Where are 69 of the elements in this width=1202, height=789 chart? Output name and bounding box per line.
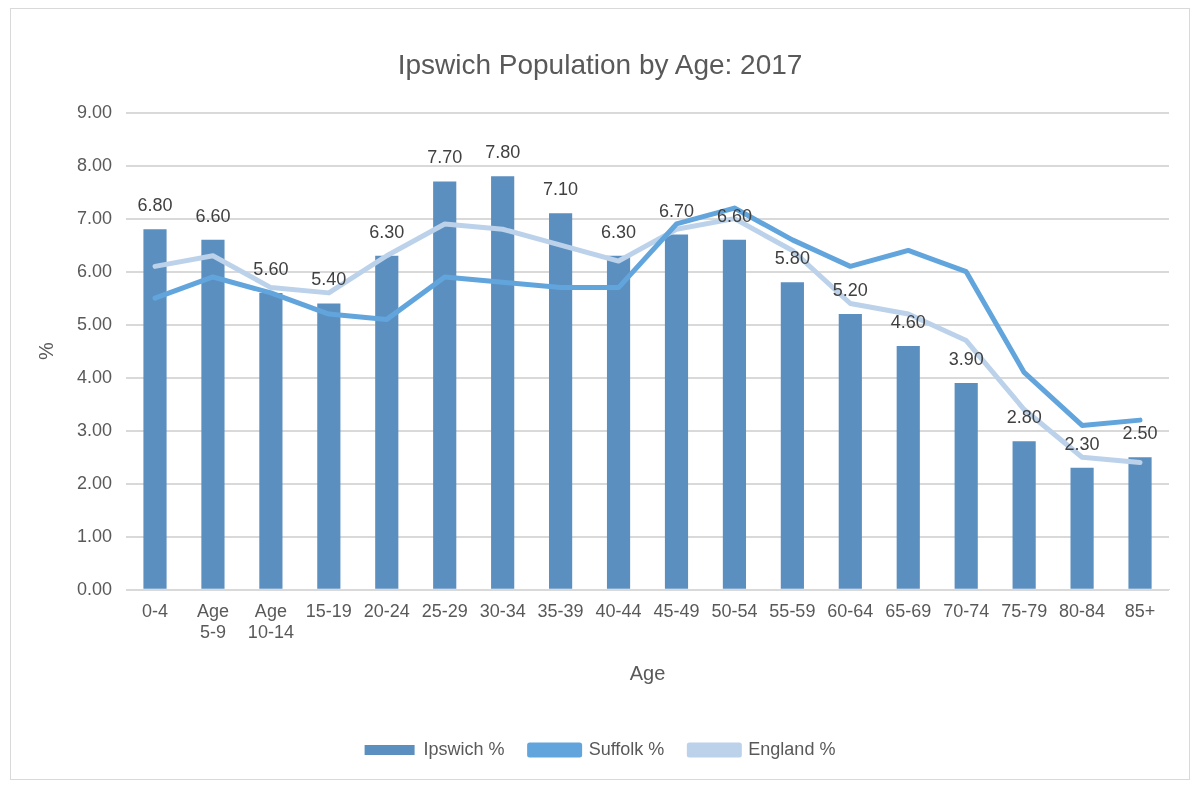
bar <box>259 292 283 589</box>
y-tick-label: 0.00 <box>76 578 113 599</box>
bar <box>1012 441 1036 589</box>
x-tick-label: 80-84 <box>1059 600 1106 621</box>
x-tick-label: 45-49 <box>653 600 700 621</box>
bar <box>201 239 225 589</box>
x-tick-label: Age 10-14 <box>247 600 294 643</box>
x-tick-label: 25-29 <box>421 600 468 621</box>
bar <box>664 234 689 589</box>
bar <box>896 345 920 589</box>
data-label: 6.70 <box>658 200 695 221</box>
bar <box>780 282 804 589</box>
bar <box>549 213 573 589</box>
x-axis-title: Age <box>629 661 666 684</box>
x-tick-label: 55-59 <box>769 600 816 621</box>
legend-label: Suffolk % <box>588 738 665 759</box>
y-tick-label: 6.00 <box>76 260 113 281</box>
x-tick-label: 60-64 <box>827 600 874 621</box>
y-tick-label: 2.00 <box>76 472 113 493</box>
legend-label: Ipswich % <box>423 738 505 759</box>
bar <box>491 176 515 589</box>
data-label: 7.70 <box>427 147 463 168</box>
bar <box>954 383 978 589</box>
data-label: 5.60 <box>253 258 289 279</box>
y-tick-label: 4.00 <box>76 366 113 387</box>
data-label: 6.80 <box>137 195 173 216</box>
x-tick-label: 75-79 <box>1001 600 1048 621</box>
bar <box>722 239 747 589</box>
data-label: 5.20 <box>832 280 868 301</box>
data-label: 6.60 <box>195 205 231 226</box>
data-label: 5.40 <box>311 269 347 290</box>
legend-label: England % <box>748 738 836 759</box>
bar <box>838 314 862 589</box>
bar <box>433 181 457 589</box>
data-label: 7.80 <box>485 142 521 163</box>
x-tick-label: 85+ <box>1124 600 1156 621</box>
data-label: 6.30 <box>369 221 405 242</box>
bar <box>1128 457 1152 589</box>
data-label: 3.90 <box>948 348 984 369</box>
x-tick-label: 40-44 <box>595 600 642 621</box>
y-axis-title: % <box>34 342 57 361</box>
y-tick-label: 7.00 <box>76 207 113 228</box>
bar <box>606 255 631 589</box>
x-tick-label: 0-4 <box>142 600 169 621</box>
data-label: 2.50 <box>1122 423 1158 444</box>
x-tick-label: 30-34 <box>479 600 526 621</box>
y-tick-label: 8.00 <box>76 154 113 175</box>
data-label: 2.80 <box>1006 407 1042 428</box>
chart-title: Ipswich Population by Age: 2017 <box>397 48 803 80</box>
bar <box>1070 467 1094 589</box>
data-label: 2.30 <box>1064 433 1100 454</box>
bar <box>317 303 341 589</box>
bar <box>143 229 167 589</box>
x-tick-label: 50-54 <box>711 600 758 621</box>
x-tick-label: 70-74 <box>943 600 990 621</box>
y-tick-label: 5.00 <box>76 313 113 334</box>
data-label: 7.10 <box>543 179 579 200</box>
x-tick-label: Age 5-9 <box>196 600 229 643</box>
x-tick-label: 65-69 <box>885 600 932 621</box>
data-label: 5.80 <box>774 248 810 269</box>
data-label: 4.60 <box>890 311 926 332</box>
data-label: 6.30 <box>601 221 637 242</box>
y-tick-label: 3.00 <box>76 419 113 440</box>
x-tick-label: 20-24 <box>363 600 410 621</box>
y-tick-label: 9.00 <box>76 101 113 122</box>
x-tick-label: 35-39 <box>537 600 584 621</box>
x-tick-label: 15-19 <box>305 600 352 621</box>
bar <box>375 255 399 589</box>
y-tick-label: 1.00 <box>76 525 113 546</box>
